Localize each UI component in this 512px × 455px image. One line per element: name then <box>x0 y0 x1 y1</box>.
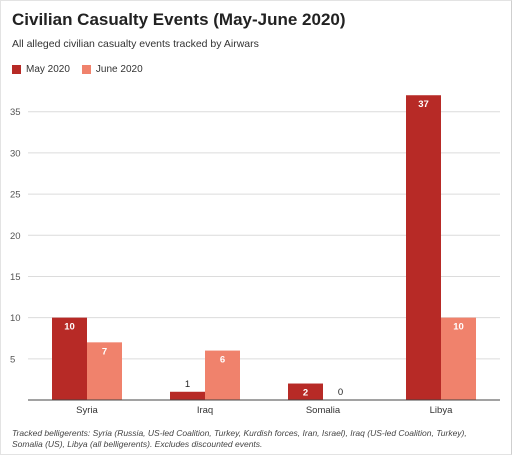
chart-subtitle: All alleged civilian casualty events tra… <box>12 38 259 50</box>
x-tick-label: Libya <box>430 405 453 416</box>
legend: May 2020 June 2020 <box>12 64 149 75</box>
legend-swatch-june <box>81 65 91 74</box>
y-tick-label: 35 <box>10 107 21 118</box>
bar <box>288 383 323 400</box>
bar <box>87 342 122 400</box>
data-label: 10 <box>64 322 75 333</box>
data-label: 37 <box>418 99 429 110</box>
data-label: 10 <box>453 322 464 333</box>
data-label: 6 <box>220 355 225 366</box>
y-tick-label: 5 <box>10 354 15 365</box>
chart-title: Civilian Casualty Events (May-June 2020) <box>12 10 346 29</box>
bar <box>170 391 205 400</box>
y-tick-label: 25 <box>10 190 21 201</box>
y-tick-label: 20 <box>10 231 21 242</box>
legend-label-may: May 2020 <box>26 64 70 75</box>
y-tick-label: 15 <box>10 272 21 283</box>
x-tick-label: Somalia <box>306 405 341 416</box>
x-tick-label: Syria <box>76 405 98 416</box>
x-tick-label: Iraq <box>197 405 213 416</box>
bar <box>205 350 240 400</box>
bar <box>441 317 476 400</box>
data-label: 1 <box>185 379 190 390</box>
y-tick-label: 10 <box>10 313 21 324</box>
legend-item-may: May 2020 <box>12 64 70 75</box>
data-label: 0 <box>338 387 343 398</box>
legend-label-june: June 2020 <box>95 64 143 75</box>
bar <box>52 317 87 400</box>
y-tick-label: 30 <box>10 148 21 159</box>
data-label: 7 <box>102 346 107 357</box>
legend-swatch-may <box>12 65 21 74</box>
data-label: 2 <box>303 388 308 399</box>
footnote: Tracked belligerents: Syria (Russia, US-… <box>12 428 467 449</box>
legend-item-june: June 2020 <box>81 64 143 75</box>
bar <box>406 95 441 400</box>
